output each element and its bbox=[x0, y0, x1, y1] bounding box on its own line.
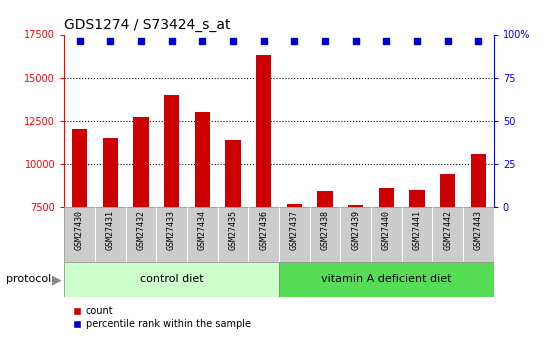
Text: GSM27434: GSM27434 bbox=[198, 210, 207, 250]
Bar bbox=[440, 174, 455, 207]
Text: vitamin A deficient diet: vitamin A deficient diet bbox=[321, 275, 451, 284]
Text: control diet: control diet bbox=[140, 275, 204, 284]
Text: GSM27436: GSM27436 bbox=[259, 210, 268, 250]
Text: GSM27435: GSM27435 bbox=[228, 210, 238, 250]
Text: GSM27441: GSM27441 bbox=[412, 210, 422, 250]
Bar bbox=[187, 207, 218, 262]
Bar bbox=[126, 207, 156, 262]
Bar bbox=[463, 207, 494, 262]
Bar bbox=[287, 204, 302, 207]
Text: GSM27439: GSM27439 bbox=[351, 210, 360, 250]
Text: GSM27432: GSM27432 bbox=[136, 210, 146, 250]
Bar bbox=[410, 190, 425, 207]
Text: GSM27431: GSM27431 bbox=[105, 210, 115, 250]
Bar bbox=[225, 140, 240, 207]
Legend: count, percentile rank within the sample: count, percentile rank within the sample bbox=[69, 303, 254, 333]
Bar bbox=[248, 207, 279, 262]
Text: GSM27438: GSM27438 bbox=[320, 210, 330, 250]
Bar bbox=[402, 207, 432, 262]
Bar bbox=[95, 207, 126, 262]
Bar bbox=[256, 55, 271, 207]
Bar bbox=[133, 117, 148, 207]
Bar bbox=[371, 207, 402, 262]
Bar bbox=[318, 191, 333, 207]
Bar bbox=[340, 207, 371, 262]
Text: GSM27440: GSM27440 bbox=[382, 210, 391, 250]
Text: GSM27433: GSM27433 bbox=[167, 210, 176, 250]
Text: GDS1274 / S73424_s_at: GDS1274 / S73424_s_at bbox=[64, 18, 230, 32]
Bar bbox=[195, 112, 210, 207]
Bar bbox=[279, 262, 494, 297]
Text: GSM27443: GSM27443 bbox=[474, 210, 483, 250]
Text: protocol: protocol bbox=[6, 275, 51, 284]
Bar bbox=[103, 138, 118, 207]
Bar bbox=[164, 95, 179, 207]
Text: ▶: ▶ bbox=[52, 273, 61, 286]
Bar bbox=[72, 129, 87, 207]
Text: GSM27430: GSM27430 bbox=[75, 210, 84, 250]
Bar bbox=[64, 262, 279, 297]
Bar bbox=[64, 207, 95, 262]
Bar bbox=[432, 207, 463, 262]
Bar bbox=[218, 207, 248, 262]
Text: GSM27442: GSM27442 bbox=[443, 210, 453, 250]
Bar bbox=[279, 207, 310, 262]
Text: GSM27437: GSM27437 bbox=[290, 210, 299, 250]
Bar bbox=[310, 207, 340, 262]
Bar bbox=[471, 154, 486, 207]
Bar bbox=[379, 188, 394, 207]
Bar bbox=[156, 207, 187, 262]
Bar bbox=[348, 205, 363, 207]
